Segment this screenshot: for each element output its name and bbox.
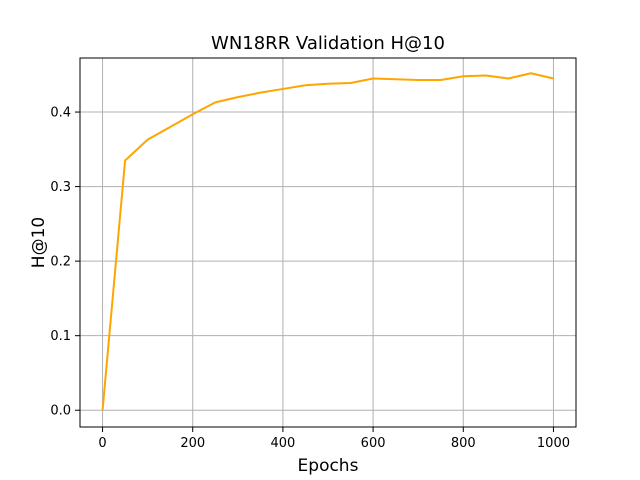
- x-tick-label: 0: [98, 436, 106, 451]
- x-tick-label: 800: [451, 436, 476, 451]
- series-line: [101, 72, 554, 411]
- y-tick-label: 0.3: [50, 180, 71, 195]
- x-axis-title: Epochs: [298, 456, 359, 476]
- x-axis-ticks: 0 200 400 600 800 1000: [98, 427, 570, 451]
- y-tick-label: 0.1: [50, 329, 71, 344]
- plot-frame: [79, 57, 577, 428]
- y-axis-ticks: 0.0 0.1 0.2 0.3 0.4: [50, 106, 80, 419]
- x-tick-label: 1000: [537, 436, 570, 451]
- y-tick-label: 0.0: [50, 404, 71, 419]
- x-tick-label: 200: [180, 436, 205, 451]
- x-tick-label: 400: [270, 436, 295, 451]
- chart-title: WN18RR Validation H@10: [211, 33, 445, 54]
- y-tick-label: 0.4: [50, 106, 71, 121]
- y-tick-label: 0.2: [50, 255, 71, 270]
- y-axis-title: H@10: [29, 217, 49, 268]
- grid: [80, 58, 576, 427]
- series-layer: [101, 72, 554, 411]
- x-tick-label: 600: [361, 436, 386, 451]
